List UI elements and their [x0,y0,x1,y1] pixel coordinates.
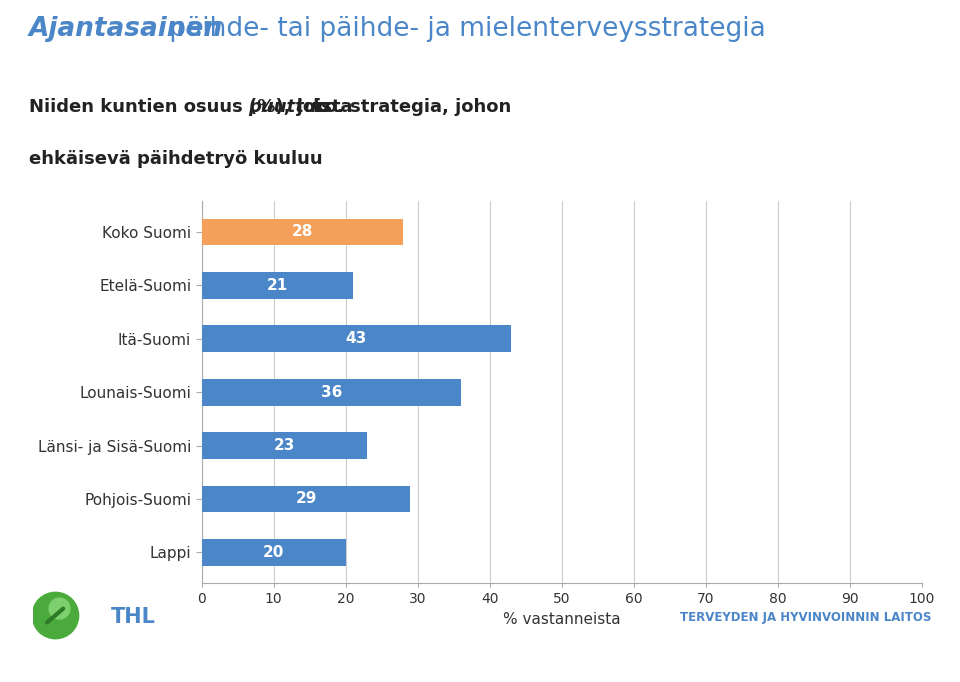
Bar [202,432,367,459]
Text: ehkäisevä päihdetryö kuuluu: ehkäisevä päihdetryö kuuluu [29,149,323,168]
Text: 29: 29 [296,492,317,507]
FancyArrowPatch shape [47,608,63,623]
Text: 43: 43 [346,331,367,346]
X-axis label: % vastanneista: % vastanneista [503,612,620,627]
Text: puuttuu: puuttuu [248,98,329,117]
Bar [202,325,511,352]
Text: THL: THL [110,607,156,627]
Bar [202,539,346,566]
Bar [202,218,403,246]
Text: 23: 23 [274,438,295,453]
Bar [202,486,411,512]
Text: 28: 28 [292,224,313,239]
Text: ko. strategia, johon: ko. strategia, johon [307,98,512,117]
Text: 21: 21 [267,278,288,293]
Text: STM & THL: STM & THL [443,657,517,671]
Text: 36: 36 [321,385,342,400]
Text: 20: 20 [263,545,284,560]
Bar [202,379,461,406]
Bar [202,272,352,299]
Text: Ajantasainen: Ajantasainen [29,16,223,42]
Text: päihde- tai päihde- ja mielenterveysstrategia: päihde- tai päihde- ja mielenterveysstra… [161,16,766,42]
Circle shape [49,598,70,619]
Text: Niiden kuntien osuus (%), joista: Niiden kuntien osuus (%), joista [29,98,358,117]
Text: 4.6.2014: 4.6.2014 [19,657,81,671]
Text: TERVEYDEN JA HYVINVOINNIN LAITOS: TERVEYDEN JA HYVINVOINNIN LAITOS [680,610,931,624]
Circle shape [33,592,79,638]
